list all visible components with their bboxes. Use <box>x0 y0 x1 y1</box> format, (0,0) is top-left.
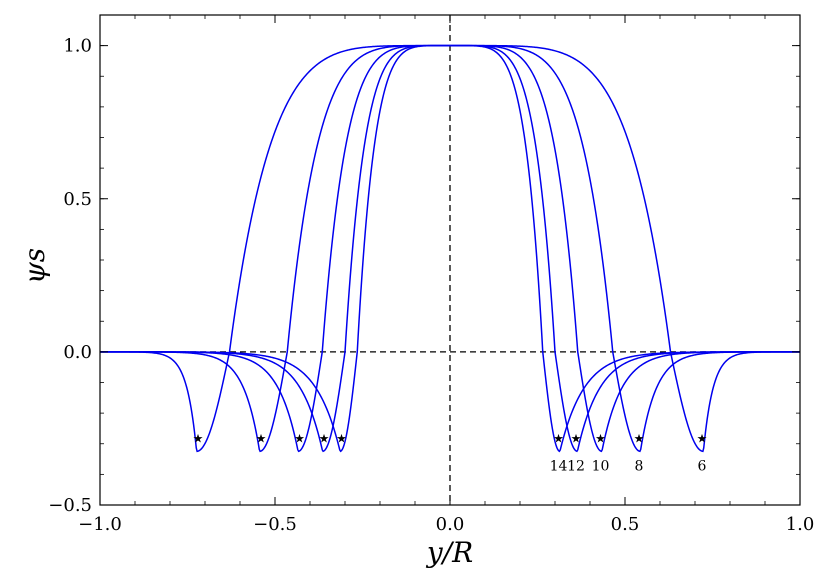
x-tick-label: 0.0 <box>436 514 465 535</box>
star-marker: ★ <box>634 432 645 446</box>
star-marker: ★ <box>697 432 708 446</box>
x-tick-label: −0.5 <box>253 514 297 535</box>
star-marker: ★ <box>595 432 606 446</box>
curve-annotation-8: 8 <box>635 459 644 475</box>
star-marker: ★ <box>193 432 204 446</box>
curve-annotation-14: 14 <box>550 459 568 475</box>
plot-area: ★ ★6★ ★8★ ★10★ ★12★ ★14 <box>100 15 800 505</box>
x-tick-label: 1.0 <box>786 514 815 535</box>
curve-annotation-12: 12 <box>567 459 585 475</box>
star-marker: ★ <box>571 432 582 446</box>
star-marker: ★ <box>294 432 305 446</box>
star-marker: ★ <box>256 432 267 446</box>
star-marker: ★ <box>553 432 564 446</box>
y-tick-label: 1.0 <box>63 36 92 57</box>
axes: −1.0 −0.5 0.0 0.5 1.0−0.50.00.51.0 <box>48 14 815 535</box>
star-marker: ★ <box>319 432 330 446</box>
y-tick-label: −0.5 <box>48 495 92 516</box>
curve-annotation-6: 6 <box>698 459 707 475</box>
y-tick-label: 0.0 <box>63 342 92 363</box>
star-marker: ★ <box>336 432 347 446</box>
x-tick-label: −1.0 <box>78 514 122 535</box>
y-axis-label: ψs <box>18 248 51 284</box>
series-line-14 <box>100 44 800 453</box>
curve-annotation-10: 10 <box>592 459 610 475</box>
x-tick-label: 0.5 <box>611 514 640 535</box>
x-axis-label: y/R <box>425 536 473 569</box>
y-tick-label: 0.5 <box>63 189 92 210</box>
